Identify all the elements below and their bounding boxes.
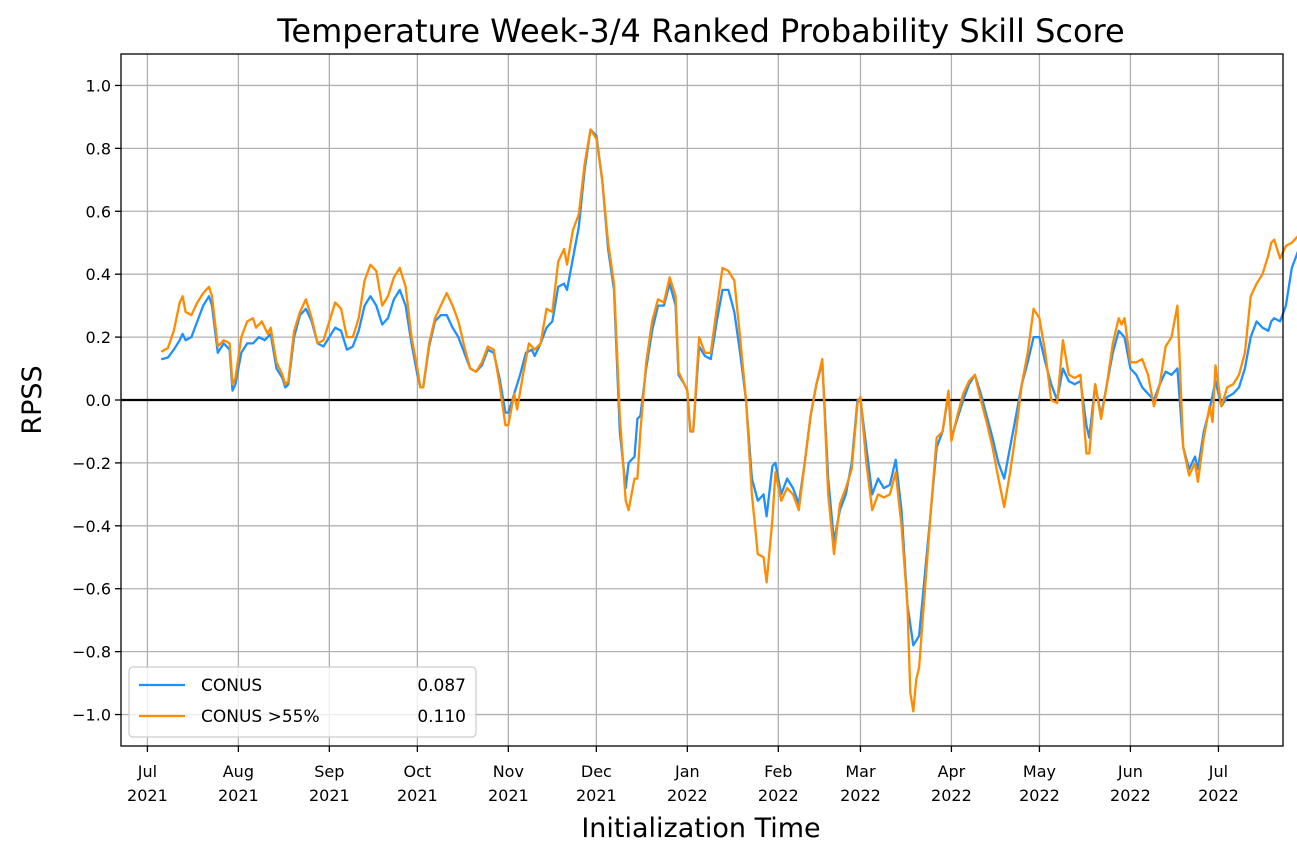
legend-series-value: 0.087 [417, 676, 466, 696]
y-tick-label: 0.6 [86, 202, 111, 221]
x-tick-label-year: 2021 [397, 786, 438, 805]
legend: CONUS 0.087 CONUS >55% 0.110 [128, 666, 477, 738]
x-tick-label-year: 2021 [488, 786, 529, 805]
x-tick-label-year: 2021 [127, 786, 168, 805]
x-tick-label-month: Jun [1117, 762, 1143, 781]
x-tick-label-year: 2022 [1198, 786, 1239, 805]
x-tick-label-year: 2021 [218, 786, 259, 805]
x-tick-label-month: Dec [581, 762, 612, 781]
chart-title: Temperature Week-3/4 Ranked Probability … [276, 12, 1124, 50]
x-tick-label-year: 2022 [931, 786, 972, 805]
y-tick-label: 1.0 [86, 76, 111, 95]
x-tick-label-month: Sep [314, 762, 344, 781]
x-tick-label-month: Jan [674, 762, 700, 781]
x-tick-label-year: 2021 [309, 786, 350, 805]
x-tick-label-month: Apr [938, 762, 966, 781]
x-tick-label-year: 2022 [1019, 786, 1060, 805]
series-line-conus-55 [160, 128, 1297, 713]
y-tick-label: 0.4 [86, 265, 111, 284]
x-tick-label-year: 2022 [840, 786, 881, 805]
x-tick-label-year: 2022 [667, 786, 708, 805]
x-tick-label-year: 2022 [758, 786, 799, 805]
y-tick-label: 0.2 [86, 328, 111, 347]
x-axis-title: Initialization Time [581, 813, 820, 844]
series-lines [160, 128, 1297, 713]
x-tick-label-month: Nov [493, 762, 524, 781]
x-tick-label-month: Jul [1208, 762, 1228, 781]
legend-series-value: 0.110 [417, 707, 466, 727]
x-tick-label-month: Jul [137, 762, 157, 781]
x-axis-ticks: Jul 2021 Aug 2021 Sep 2021 Oct 2021 Nov 2021 Dec 20… [127, 746, 1239, 805]
y-axis-ticks: 1.0 0.8 0.6 0.4 0.2 0.0 −0.2 −0.4 −0.6 −0.8 −1.0 [72, 76, 121, 725]
x-tick-label-year: 2021 [576, 786, 617, 805]
y-tick-label: −0.2 [72, 454, 111, 473]
series-line-conus [160, 128, 1297, 647]
legend-series-name: CONUS [201, 676, 262, 696]
y-tick-label: 0.0 [86, 391, 111, 410]
legend-series-name: CONUS >55% [201, 707, 320, 727]
y-tick-label: −0.8 [72, 643, 111, 662]
x-tick-label-month: Aug [223, 762, 254, 781]
y-tick-label: −1.0 [72, 706, 111, 725]
y-tick-label: −0.6 [72, 580, 111, 599]
x-tick-label-month: Feb [764, 762, 792, 781]
legend-box [128, 666, 477, 738]
y-axis-title: RPSS [17, 365, 48, 434]
y-tick-label: −0.4 [72, 517, 111, 536]
x-tick-label-month: Oct [404, 762, 432, 781]
x-tick-label-year: 2022 [1110, 786, 1151, 805]
y-tick-label: 0.8 [86, 139, 111, 158]
x-tick-label-month: Mar [845, 762, 876, 781]
x-tick-label-month: May [1023, 762, 1056, 781]
